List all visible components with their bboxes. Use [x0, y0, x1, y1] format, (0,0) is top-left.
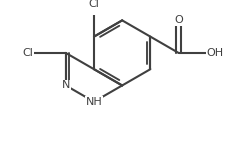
Text: Cl: Cl	[22, 48, 33, 58]
Text: OH: OH	[207, 48, 224, 58]
Text: O: O	[174, 15, 183, 25]
Text: NH: NH	[86, 97, 102, 107]
Text: Cl: Cl	[89, 0, 99, 9]
Text: N: N	[62, 80, 70, 90]
